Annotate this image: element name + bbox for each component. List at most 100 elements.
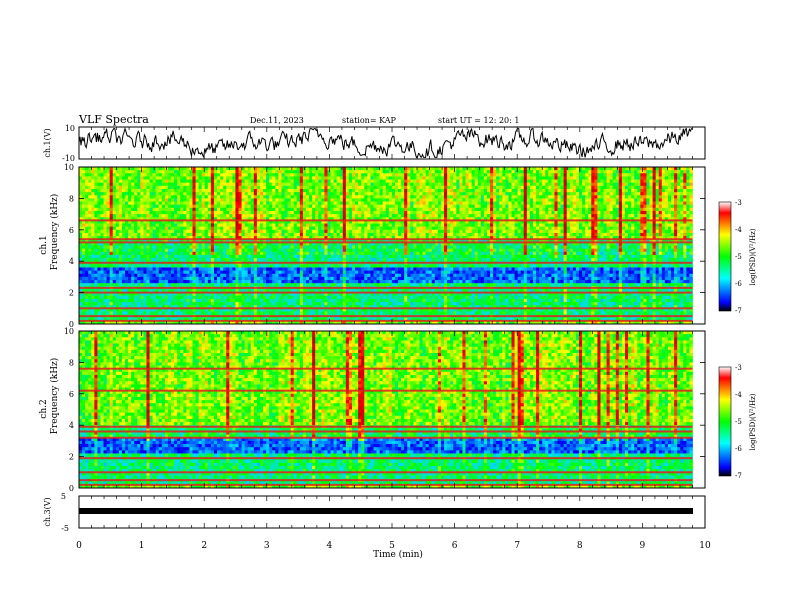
spectrogram-cell: [606, 179, 611, 184]
spectrogram-cell: [606, 210, 611, 215]
spectrogram-cell: [480, 201, 485, 206]
spectrogram-cell: [281, 185, 285, 190]
spectrogram-cell: [296, 192, 301, 196]
spectrogram-cell: [655, 170, 660, 174]
spectrogram-cell: [106, 176, 111, 180]
spectrogram-cell: [462, 188, 466, 193]
spectrogram-cell: [198, 220, 203, 224]
spectrogram-cell: [226, 226, 230, 231]
spectrogram-cell: [100, 185, 104, 190]
spectrogram-cell: [655, 198, 660, 202]
spectrogram-cell: [431, 214, 436, 218]
spectrogram-cell: [97, 201, 101, 206]
spectrogram-cell: [121, 201, 126, 206]
spectrogram-cell: [661, 207, 666, 212]
spectrogram-cell: [112, 226, 117, 231]
spectrogram-cell: [554, 185, 558, 190]
spectrogram-cell: [201, 229, 206, 234]
spectrogram-cell: [658, 167, 663, 171]
spectrogram-cell: [502, 204, 506, 209]
spectrogram-cell: [125, 239, 129, 243]
spectrogram-cell: [207, 226, 212, 231]
spectrogram-cell: [232, 242, 236, 246]
spectrogram-cell: [585, 176, 589, 180]
spectrogram-cell: [621, 201, 626, 206]
spectrogram-cell: [143, 210, 147, 215]
spectrogram-cell: [235, 229, 239, 234]
spectrogram-cell: [575, 185, 580, 190]
spectrogram-cell: [146, 198, 150, 202]
spectrogram-cell: [370, 242, 374, 246]
spectrogram-cell: [520, 198, 525, 202]
spectrogram-cell: [689, 173, 693, 177]
spectrogram-cell: [241, 185, 246, 190]
spectrogram-cell: [226, 201, 230, 206]
spectrogram-cell: [502, 217, 506, 221]
spectrogram-cell: [315, 220, 319, 224]
spectrogram-cell: [128, 179, 132, 184]
spectrogram-cell: [591, 229, 595, 234]
spectrogram-cell: [183, 217, 187, 221]
spectrogram-cell: [355, 226, 359, 231]
spectrogram-cell: [171, 223, 175, 228]
spectrogram-cell: [189, 204, 193, 209]
spectrogram-cell: [284, 220, 288, 224]
spectrogram-cell: [348, 198, 353, 202]
spectrogram-cell: [103, 214, 108, 218]
spectrogram-cell: [94, 239, 98, 243]
spectrogram-cell: [367, 207, 371, 212]
spectrogram-cell: [88, 182, 92, 187]
spectrogram-cell: [109, 192, 114, 196]
spectrogram-cell: [523, 239, 528, 243]
spectrogram-cell: [336, 192, 341, 196]
spectrogram-cell: [201, 173, 206, 177]
spectrogram-cell: [183, 236, 187, 240]
spectrogram-cell: [560, 195, 565, 199]
spectrogram-cell: [238, 239, 242, 243]
spectrogram-cell: [201, 176, 206, 180]
spectrogram-cell: [373, 207, 377, 212]
spectrogram-cell: [444, 236, 448, 240]
spectrogram-cell: [683, 176, 687, 180]
spectrogram-cell: [364, 229, 368, 234]
spectrogram-cell: [79, 170, 83, 174]
spectrogram-cell: [321, 179, 325, 184]
spectrogram-cell: [529, 188, 534, 193]
spectrogram-cell: [302, 195, 307, 199]
spectrogram-cell: [155, 185, 160, 190]
spectrogram-cell: [388, 173, 393, 177]
ch1-tick-bottom: -10: [62, 154, 75, 163]
spectrogram-cell: [333, 176, 338, 180]
spectrogram-cell: [134, 179, 138, 184]
spectrogram-cell: [649, 236, 654, 240]
spectrogram-cell: [646, 232, 650, 237]
spectrogram-cell: [683, 207, 687, 212]
spectrogram-cell: [496, 182, 500, 187]
spectrogram-cell: [591, 207, 595, 212]
spectrogram-cell: [677, 201, 681, 206]
spectrogram-cell: [621, 179, 626, 184]
spectrogram-cell: [318, 242, 322, 246]
spectrogram-cell: [582, 220, 586, 224]
spectrogram-cell: [312, 236, 316, 240]
spectrogram-cell: [327, 176, 331, 180]
spectrogram-cell: [241, 176, 246, 180]
spectrogram-cell: [226, 176, 230, 180]
spectrogram-cell: [529, 239, 534, 243]
spectrogram-cell: [677, 198, 681, 202]
spectrogram-cell: [352, 214, 356, 218]
spectrogram-cell: [496, 210, 500, 215]
spectrogram-cell: [370, 167, 374, 171]
spectrogram-cell: [505, 232, 509, 237]
spectrogram-cell: [615, 220, 620, 224]
spectrogram-cell: [361, 176, 365, 180]
spectrogram-cell: [348, 223, 353, 228]
spectrogram-cell: [631, 204, 635, 209]
spectrogram-cell: [229, 185, 233, 190]
spectrogram-cell: [588, 239, 592, 243]
spectrogram-cell: [404, 198, 408, 202]
spectrogram-cell: [640, 210, 644, 215]
spectrogram-cell: [385, 229, 390, 234]
spectrogram-cell: [652, 188, 657, 193]
spectrogram-cell: [121, 229, 126, 234]
